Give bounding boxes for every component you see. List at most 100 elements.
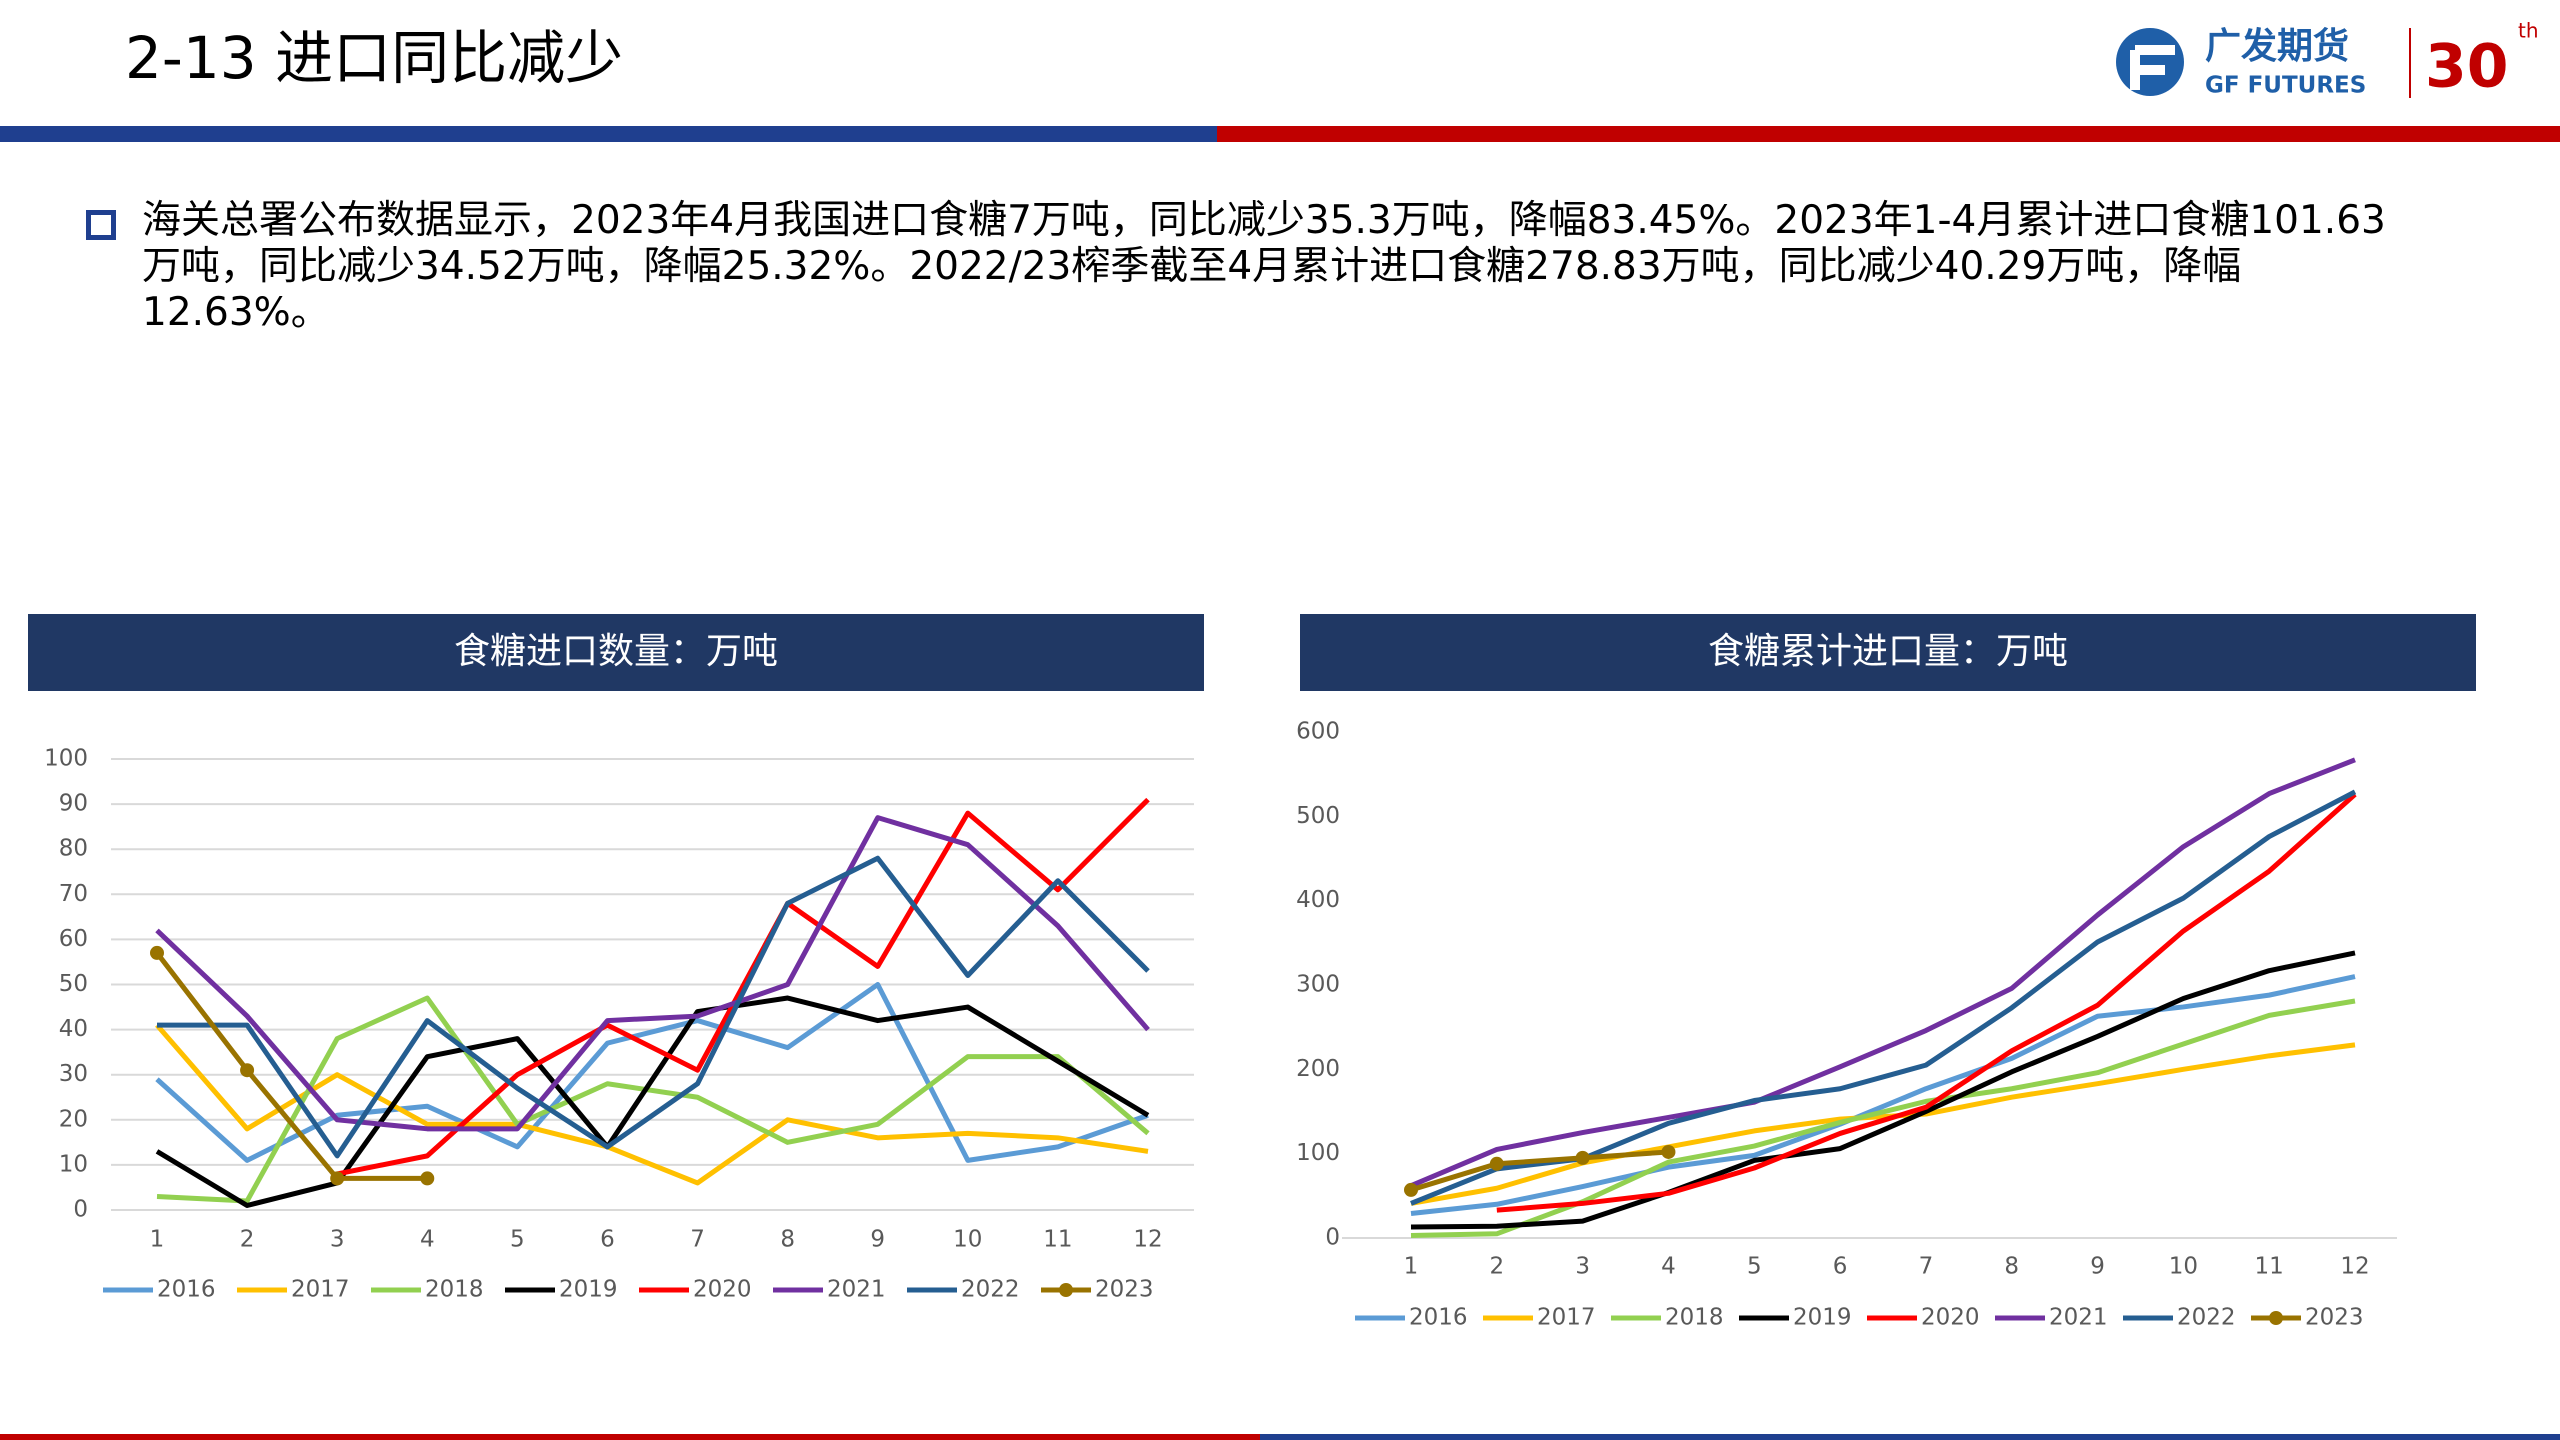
series-line [156, 995, 1150, 1204]
logo-name: 广发期货 [2205, 26, 2349, 67]
y-tick-label: 600 [1296, 719, 1340, 745]
x-tick-label: 8 [2004, 1254, 2019, 1280]
x-tick-label: 9 [870, 1227, 885, 1253]
legend-label: 2023 [1095, 1277, 1154, 1303]
series-line [1410, 950, 2356, 1230]
x-tick-label: 5 [510, 1227, 525, 1253]
x-tick-label: 5 [1747, 1254, 1762, 1280]
y-tick-label: 0 [73, 1197, 88, 1223]
y-tick-label: 70 [59, 881, 88, 907]
series-line [1410, 998, 2356, 1238]
legend-label: 2016 [157, 1277, 216, 1303]
bullet-text: 海关总署公布数据显示，2023年4月我国进口食糖7万吨，同比减少35.3万吨，降… [142, 198, 2386, 335]
y-tick-label: 30 [59, 1061, 88, 1087]
legend-label: 2023 [2305, 1305, 2364, 1331]
point-marker [150, 945, 164, 960]
y-tick-label: 50 [59, 971, 88, 997]
legend-label: 2020 [1921, 1305, 1980, 1331]
legend-label: 2018 [425, 1277, 484, 1303]
legend-label: 2017 [1537, 1305, 1596, 1331]
header-bar-red [1217, 126, 2560, 142]
series-line [1496, 792, 2357, 1213]
series-line [1410, 757, 2356, 1189]
legend-label: 2019 [1793, 1305, 1852, 1331]
x-tick-label: 7 [1919, 1254, 1934, 1280]
x-tick-label: 9 [2090, 1254, 2105, 1280]
y-tick-label: 100 [44, 746, 88, 772]
point-marker [1575, 1150, 1590, 1165]
y-tick-label: 10 [59, 1151, 88, 1177]
series-line [336, 797, 1150, 1177]
header-bar-blue [0, 126, 1217, 142]
logo-icon [2116, 28, 2184, 96]
point-marker [330, 1171, 345, 1186]
footer-bar-red [0, 1434, 1260, 1440]
y-tick-label: 500 [1296, 803, 1340, 829]
x-tick-label: 11 [2255, 1254, 2284, 1280]
x-tick-label: 10 [2169, 1254, 2198, 1280]
series-line [157, 855, 1150, 1159]
legend-label: 2017 [291, 1277, 350, 1303]
series-line [155, 951, 428, 1181]
legend-label: 2019 [559, 1277, 618, 1303]
x-tick-label: 12 [2340, 1254, 2369, 1280]
series-line [1410, 789, 2357, 1206]
slide-title: 2-13 进口同比减少 [125, 24, 623, 92]
point-marker [1404, 1182, 1418, 1197]
series-line [155, 1023, 1149, 1186]
point-marker [240, 1063, 255, 1078]
x-tick-label: 2 [240, 1227, 255, 1253]
x-tick-label: 3 [330, 1227, 345, 1253]
y-tick-label: 300 [1296, 972, 1340, 998]
legend-label: 2018 [1665, 1305, 1724, 1331]
series-line [155, 982, 1149, 1163]
x-tick-label: 4 [1661, 1254, 1676, 1280]
point-marker [1489, 1156, 1504, 1171]
series-line [1410, 1042, 2356, 1206]
y-tick-label: 0 [1325, 1225, 1340, 1251]
x-tick-label: 3 [1575, 1254, 1590, 1280]
legend-label: 2022 [961, 1277, 1020, 1303]
legend-label: 2016 [1409, 1305, 1468, 1331]
y-tick-label: 60 [59, 926, 88, 952]
x-tick-label: 7 [690, 1227, 705, 1253]
chart-title: 食糖进口数量：万吨 [454, 631, 778, 672]
series-line [1410, 1149, 1669, 1193]
point-marker [420, 1171, 435, 1186]
series-line [1410, 974, 2356, 1217]
bullet-icon [86, 210, 116, 240]
y-tick-label: 200 [1296, 1056, 1340, 1082]
legend-marker [2269, 1311, 2283, 1325]
x-tick-label: 1 [150, 1227, 165, 1253]
chart-header [28, 614, 1204, 691]
logo-suffix: th [2518, 19, 2539, 43]
point-marker [1661, 1144, 1676, 1159]
legend-label: 2021 [827, 1277, 886, 1303]
y-tick-label: 20 [59, 1106, 88, 1132]
y-tick-label: 400 [1296, 887, 1340, 913]
x-tick-label: 4 [420, 1227, 435, 1253]
x-tick-label: 6 [600, 1227, 615, 1253]
logo-glyph [2130, 45, 2175, 90]
y-tick-label: 90 [59, 791, 88, 817]
legend-marker [1059, 1283, 1073, 1297]
chart-title: 食糖累计进口量：万吨 [1708, 631, 2068, 672]
y-tick-label: 100 [1296, 1140, 1340, 1166]
legend-label: 2022 [2177, 1305, 2236, 1331]
x-tick-label: 2 [1489, 1254, 1504, 1280]
x-tick-label: 12 [1133, 1227, 1162, 1253]
x-tick-label: 10 [953, 1227, 982, 1253]
chart-header [1300, 614, 2476, 691]
legend-label: 2021 [2049, 1305, 2108, 1331]
legend-label: 2020 [693, 1277, 752, 1303]
x-tick-label: 6 [1833, 1254, 1848, 1280]
series-line [155, 815, 1150, 1132]
footer-bar-blue [1260, 1434, 2560, 1440]
x-tick-label: 11 [1043, 1227, 1072, 1253]
x-tick-label: 8 [780, 1227, 795, 1253]
x-tick-label: 1 [1404, 1254, 1419, 1280]
logo-en: GF FUTURES [2205, 73, 2366, 99]
y-tick-label: 80 [59, 836, 88, 862]
